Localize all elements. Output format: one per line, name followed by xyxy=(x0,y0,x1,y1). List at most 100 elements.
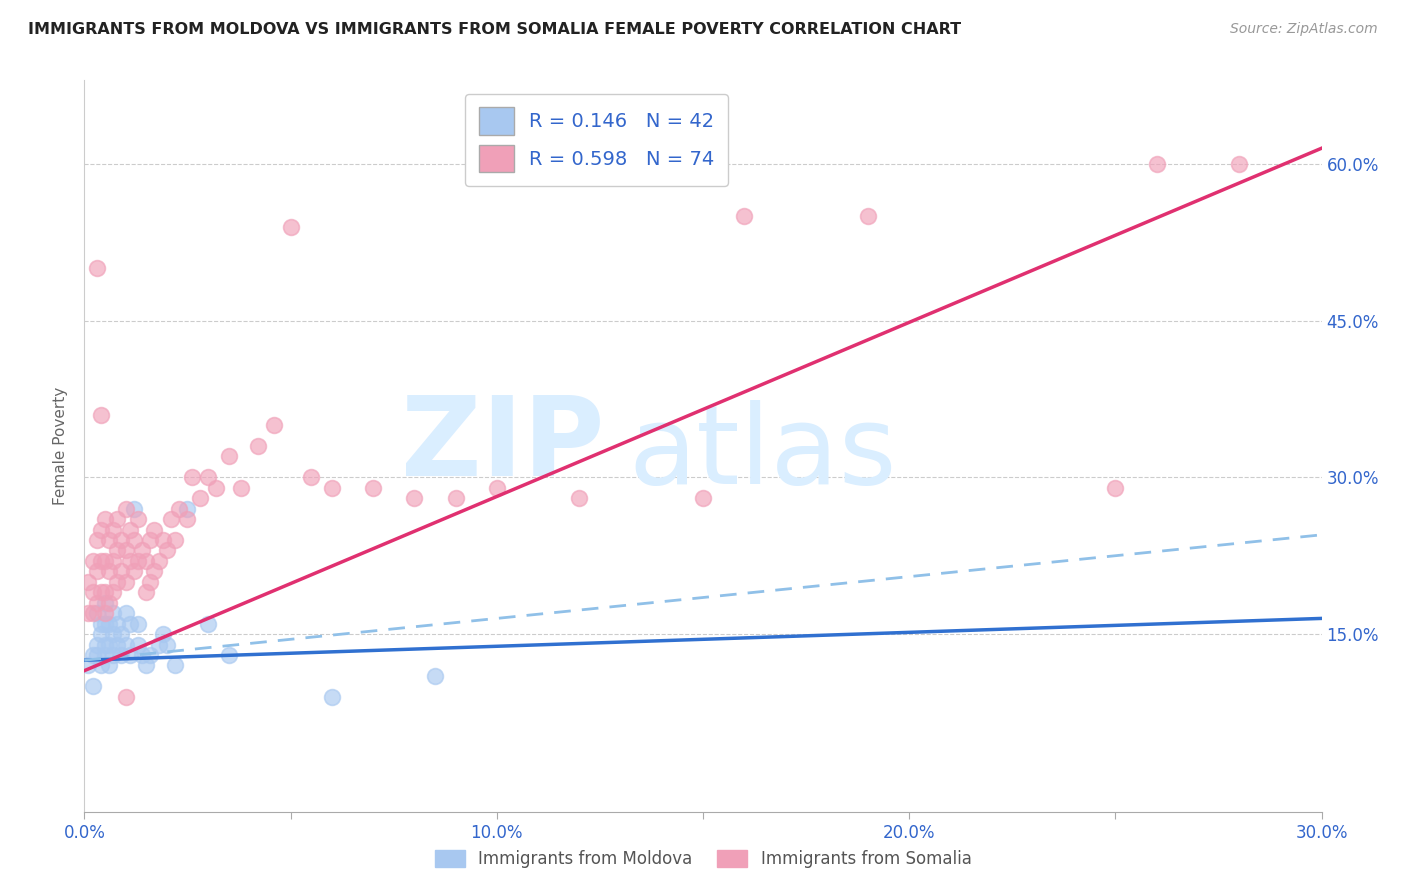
Point xyxy=(188,491,211,506)
Point xyxy=(127,512,149,526)
Point xyxy=(135,554,157,568)
Point xyxy=(152,627,174,641)
Point xyxy=(90,523,112,537)
Point xyxy=(110,533,132,547)
Point xyxy=(733,209,755,223)
Point xyxy=(82,679,104,693)
Point xyxy=(143,523,166,537)
Point xyxy=(156,543,179,558)
Point xyxy=(94,616,117,631)
Point xyxy=(176,501,198,516)
Point xyxy=(180,470,202,484)
Point xyxy=(122,565,145,579)
Legend: R = 0.146   N = 42, R = 0.598   N = 74: R = 0.146 N = 42, R = 0.598 N = 74 xyxy=(465,94,728,186)
Point xyxy=(143,565,166,579)
Point xyxy=(444,491,467,506)
Point xyxy=(148,554,170,568)
Point xyxy=(86,261,108,276)
Point xyxy=(103,585,125,599)
Text: atlas: atlas xyxy=(628,400,897,507)
Point xyxy=(118,616,141,631)
Point xyxy=(229,481,252,495)
Point xyxy=(77,658,100,673)
Point xyxy=(139,533,162,547)
Point xyxy=(135,585,157,599)
Point xyxy=(98,658,121,673)
Point xyxy=(176,512,198,526)
Point xyxy=(94,585,117,599)
Point xyxy=(122,501,145,516)
Point xyxy=(135,658,157,673)
Point xyxy=(1104,481,1126,495)
Point xyxy=(94,596,117,610)
Point xyxy=(165,533,187,547)
Point xyxy=(103,648,125,662)
Point xyxy=(110,565,132,579)
Y-axis label: Female Poverty: Female Poverty xyxy=(53,387,69,505)
Point xyxy=(94,512,117,526)
Point xyxy=(114,543,136,558)
Point xyxy=(110,627,132,641)
Point xyxy=(105,616,128,631)
Text: Source: ZipAtlas.com: Source: ZipAtlas.com xyxy=(1230,22,1378,37)
Point xyxy=(86,533,108,547)
Point xyxy=(86,638,108,652)
Point xyxy=(131,648,153,662)
Text: ZIP: ZIP xyxy=(401,392,605,500)
Point xyxy=(148,638,170,652)
Point xyxy=(90,627,112,641)
Point xyxy=(90,585,112,599)
Point xyxy=(105,512,128,526)
Point xyxy=(1146,157,1168,171)
Point xyxy=(114,501,136,516)
Point xyxy=(197,616,219,631)
Point xyxy=(103,554,125,568)
Point xyxy=(105,638,128,652)
Point xyxy=(114,638,136,652)
Point xyxy=(103,523,125,537)
Point xyxy=(114,690,136,704)
Point xyxy=(127,554,149,568)
Point xyxy=(114,606,136,620)
Point xyxy=(90,554,112,568)
Point xyxy=(77,574,100,589)
Point xyxy=(98,596,121,610)
Point xyxy=(197,470,219,484)
Point xyxy=(127,638,149,652)
Point xyxy=(139,574,162,589)
Point xyxy=(86,565,108,579)
Point xyxy=(280,219,302,234)
Point xyxy=(114,574,136,589)
Point xyxy=(86,648,108,662)
Point xyxy=(263,418,285,433)
Point xyxy=(246,439,269,453)
Point xyxy=(321,481,343,495)
Point xyxy=(118,523,141,537)
Point xyxy=(131,543,153,558)
Point xyxy=(94,606,117,620)
Point xyxy=(692,491,714,506)
Point xyxy=(98,638,121,652)
Text: IMMIGRANTS FROM MOLDOVA VS IMMIGRANTS FROM SOMALIA FEMALE POVERTY CORRELATION CH: IMMIGRANTS FROM MOLDOVA VS IMMIGRANTS FR… xyxy=(28,22,962,37)
Point xyxy=(152,533,174,547)
Point xyxy=(110,648,132,662)
Point xyxy=(105,543,128,558)
Point xyxy=(82,648,104,662)
Legend: Immigrants from Moldova, Immigrants from Somalia: Immigrants from Moldova, Immigrants from… xyxy=(427,843,979,875)
Point xyxy=(321,690,343,704)
Point xyxy=(90,616,112,631)
Point xyxy=(165,658,187,673)
Point xyxy=(82,585,104,599)
Point xyxy=(105,574,128,589)
Point xyxy=(167,501,190,516)
Point xyxy=(205,481,228,495)
Point xyxy=(361,481,384,495)
Point xyxy=(103,606,125,620)
Point xyxy=(77,606,100,620)
Point xyxy=(156,638,179,652)
Point xyxy=(98,533,121,547)
Point xyxy=(86,596,108,610)
Point xyxy=(82,554,104,568)
Point xyxy=(1227,157,1250,171)
Point xyxy=(94,638,117,652)
